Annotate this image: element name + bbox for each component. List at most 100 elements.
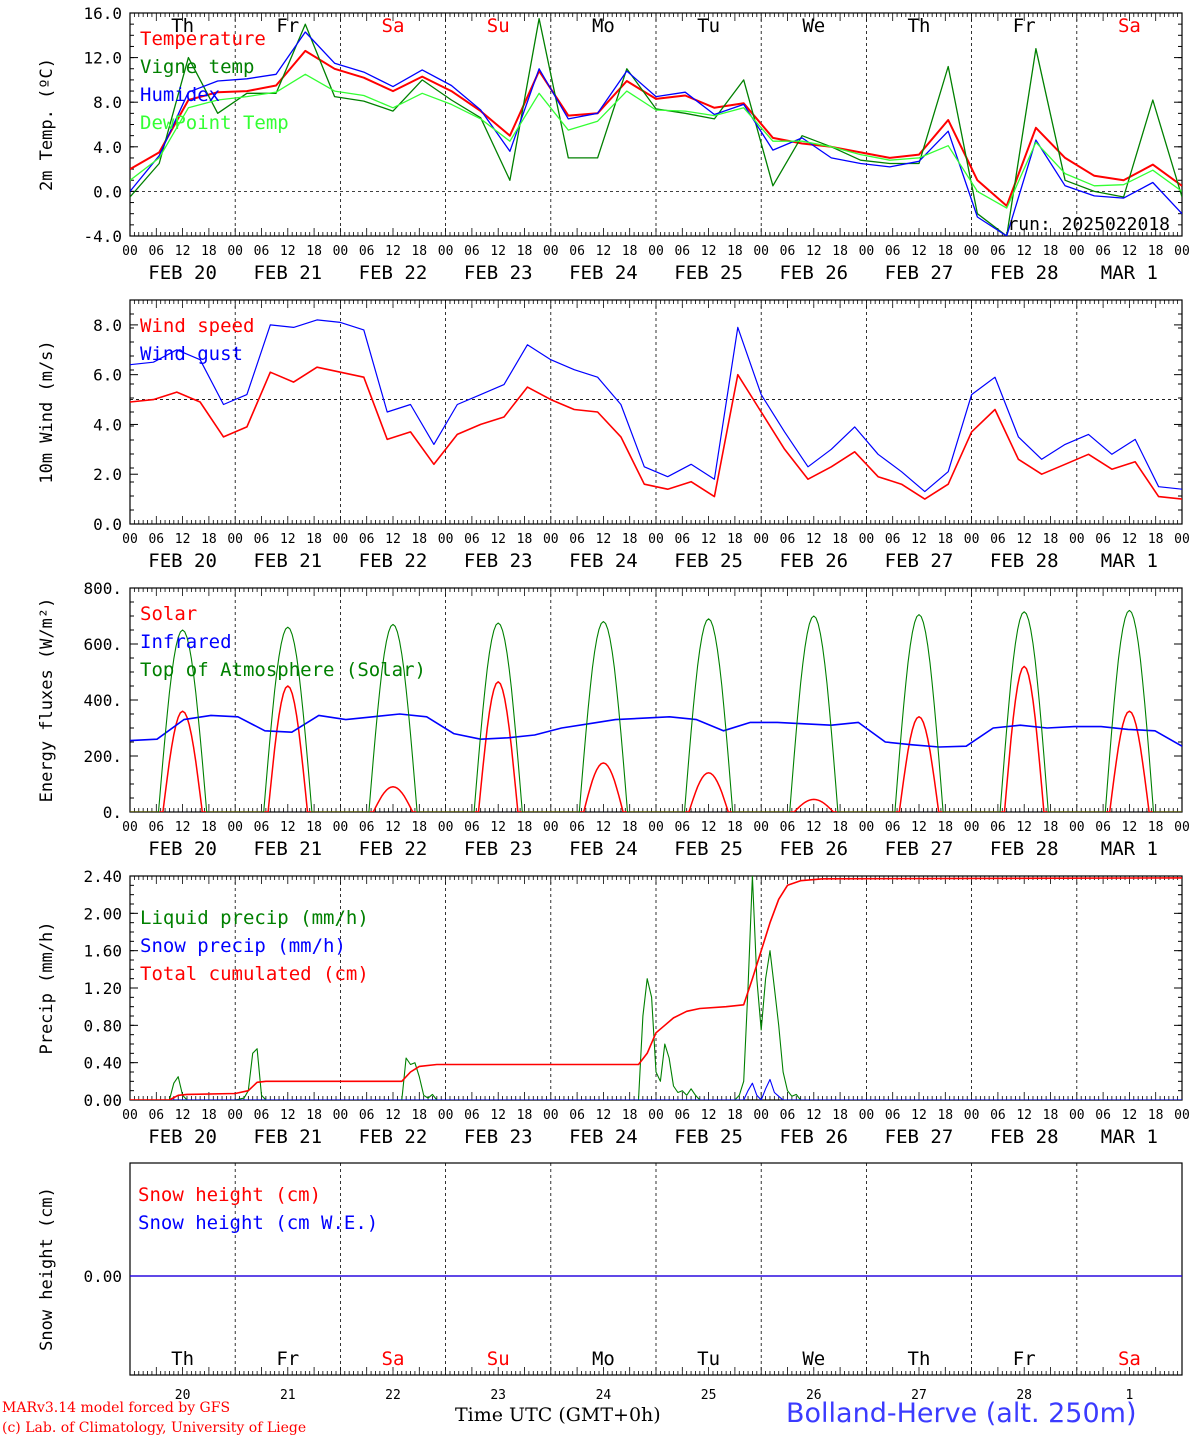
x-hour-label: 00 <box>859 532 875 547</box>
series-snow-precip-mm-h- <box>130 1078 1182 1100</box>
x-hour-label: 06 <box>780 244 796 259</box>
x-hour-label: 18 <box>727 532 743 547</box>
x-hour-label: 06 <box>464 244 480 259</box>
x-hour-label: 00 <box>859 820 875 835</box>
x-hour-label: 12 <box>1122 820 1138 835</box>
day-label: Tu <box>697 1348 720 1370</box>
x-hour-label: 12 <box>490 1108 506 1123</box>
x-hour-label: 18 <box>832 244 848 259</box>
x-hour-label: 12 <box>280 820 296 835</box>
date-number: 23 <box>490 1388 506 1403</box>
x-hour-label: 06 <box>464 1108 480 1123</box>
x-hour-label: 00 <box>543 532 559 547</box>
date-number: 24 <box>596 1388 612 1403</box>
day-label: We <box>802 15 825 37</box>
y-tick-label: 8.0 <box>93 316 122 335</box>
x-hour-label: 18 <box>1043 820 1059 835</box>
date-number: 22 <box>385 1388 401 1403</box>
x-date-label: MAR 1 <box>1101 1126 1158 1148</box>
x-hour-label: 12 <box>1016 532 1032 547</box>
x-hour-label: 12 <box>911 1108 927 1123</box>
x-hour-label: 06 <box>464 532 480 547</box>
x-hour-label: 06 <box>1095 244 1111 259</box>
x-date-label: FEB 25 <box>674 262 743 284</box>
x-date-label: FEB 22 <box>359 550 428 572</box>
x-date-label: FEB 23 <box>464 1126 533 1148</box>
y-tick-label: 600. <box>83 635 122 654</box>
x-hour-label: 00 <box>438 532 454 547</box>
x-hour-label: 12 <box>490 820 506 835</box>
x-hour-label: 12 <box>490 532 506 547</box>
x-hour-label: 00 <box>438 820 454 835</box>
x-hour-label: 12 <box>385 244 401 259</box>
date-number: 27 <box>911 1388 927 1403</box>
x-hour-label: 06 <box>254 244 270 259</box>
day-label: Th <box>171 15 194 37</box>
x-hour-label: 18 <box>306 1108 322 1123</box>
y-axis-label: Snow height (cm) <box>37 1187 57 1351</box>
x-hour-label: 18 <box>411 244 427 259</box>
x-hour-label: 18 <box>1043 1108 1059 1123</box>
x-hour-label: 12 <box>175 532 191 547</box>
x-hour-label: 18 <box>832 532 848 547</box>
y-tick-label: 0.80 <box>83 1016 122 1035</box>
x-date-label: FEB 22 <box>359 838 428 860</box>
x-hour-label: 06 <box>885 532 901 547</box>
legend-entry: Vigne temp <box>140 56 254 78</box>
x-hour-label: 00 <box>122 532 138 547</box>
y-tick-label: -4.0 <box>83 227 122 246</box>
x-date-label: FEB 28 <box>990 1126 1059 1148</box>
x-hour-label: 18 <box>832 820 848 835</box>
x-axis-title: Time UTC (GMT+0h) <box>455 1404 661 1426</box>
x-hour-label: 12 <box>385 820 401 835</box>
y-tick-label: 0.0 <box>93 182 122 201</box>
legend-entry: Snow precip (mm/h) <box>140 935 346 957</box>
x-hour-label: 12 <box>911 532 927 547</box>
station-name: Bolland-Herve (alt. 250m) <box>786 1398 1137 1429</box>
series-vigne-temp <box>130 17 1182 236</box>
x-date-label: FEB 26 <box>779 1126 848 1148</box>
series-solar <box>130 665 1182 812</box>
y-tick-label: 4.0 <box>93 415 122 434</box>
x-hour-label: 00 <box>333 532 349 547</box>
x-hour-label: 06 <box>990 820 1006 835</box>
x-hour-label: 18 <box>411 1108 427 1123</box>
x-hour-label: 00 <box>648 532 664 547</box>
x-hour-label: 18 <box>517 1108 533 1123</box>
x-hour-label: 06 <box>1095 1108 1111 1123</box>
series-group <box>130 319 1182 500</box>
x-hour-label: 18 <box>832 1108 848 1123</box>
x-date-label: FEB 26 <box>779 838 848 860</box>
x-hour-label: 18 <box>517 532 533 547</box>
plot-frame <box>129 299 1183 525</box>
x-hour-label: 18 <box>622 532 638 547</box>
x-hour-label: 06 <box>569 1108 585 1123</box>
x-hour-label: 00 <box>227 532 243 547</box>
date-number: 21 <box>280 1388 296 1403</box>
x-hour-label: 12 <box>596 1108 612 1123</box>
x-hour-label: 00 <box>227 1108 243 1123</box>
x-hour-label: 12 <box>701 244 717 259</box>
x-hour-label: 06 <box>780 820 796 835</box>
x-hour-label: 00 <box>1174 244 1190 259</box>
legend-entry: Solar <box>140 603 197 625</box>
x-hour-label: 12 <box>1016 820 1032 835</box>
series-dewpoint-temp <box>130 73 1182 209</box>
x-hour-label: 18 <box>727 820 743 835</box>
x-hour-label: 00 <box>859 1108 875 1123</box>
x-hour-label: 06 <box>148 532 164 547</box>
x-date-label: FEB 25 <box>674 1126 743 1148</box>
x-hour-label: 00 <box>1069 532 1085 547</box>
day-label: Th <box>171 1348 194 1370</box>
x-hour-label: 06 <box>885 244 901 259</box>
y-tick-label: 16.0 <box>83 4 122 23</box>
x-date-label: FEB 25 <box>674 550 743 572</box>
x-hour-label: 06 <box>780 532 796 547</box>
x-hour-label: 00 <box>964 244 980 259</box>
x-date-label: FEB 23 <box>464 262 533 284</box>
series-liquid-precip-mm-h- <box>130 876 1182 1100</box>
y-tick-label: 400. <box>83 691 122 710</box>
x-hour-label: 18 <box>306 532 322 547</box>
x-hour-label: 00 <box>1174 1108 1190 1123</box>
